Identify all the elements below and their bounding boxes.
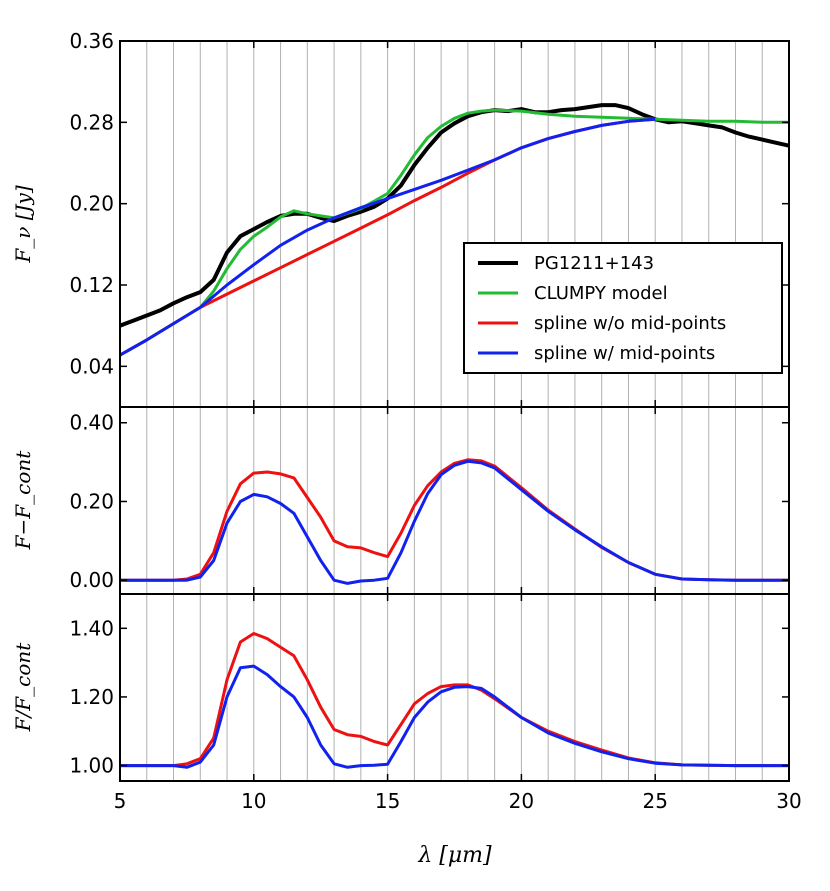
x-tick-label: 30 bbox=[776, 789, 801, 813]
x-tick-label: 5 bbox=[114, 789, 127, 813]
legend-entry: CLUMPY model bbox=[534, 283, 668, 304]
y-tick-label: 0.04 bbox=[69, 354, 114, 378]
y-tick-label: 0.12 bbox=[69, 273, 114, 297]
y-tick-label: 1.00 bbox=[69, 754, 114, 778]
x-axis: 5 10 15 20 25 30 λ [μm] bbox=[114, 789, 802, 868]
y-tick-label: 0.36 bbox=[69, 29, 114, 53]
legend-entry: spline w/ mid-points bbox=[534, 343, 715, 364]
x-tick-label: 10 bbox=[241, 789, 266, 813]
series-spline-w-mid-points-line bbox=[120, 117, 656, 357]
series-spline-w-mid-points-line bbox=[120, 664, 789, 769]
y-tick-label: 1.40 bbox=[69, 616, 114, 640]
x-tick-label: 25 bbox=[642, 789, 667, 813]
plot-frame bbox=[119, 593, 790, 782]
y-tick-label: 0.20 bbox=[69, 192, 114, 216]
y-axis-label: F/F_cont bbox=[11, 642, 35, 733]
y-tick-label: 0.00 bbox=[69, 568, 114, 592]
legend: PG1211+143 CLUMPY model spline w/o mid-poi… bbox=[463, 242, 783, 374]
y-tick-label: 0.28 bbox=[69, 110, 114, 134]
x-axis-label: λ [μm] bbox=[417, 843, 492, 868]
series-spline-w-o-mid-points-line bbox=[120, 632, 789, 768]
x-tick-label: 20 bbox=[509, 789, 534, 813]
legend-entry: spline w/o mid-points bbox=[534, 313, 726, 334]
panel-bottom-ratio: 1.00 1.20 1.40 F/F_cont bbox=[11, 593, 790, 782]
y-tick-label: 1.20 bbox=[69, 685, 114, 709]
plot-frame bbox=[119, 406, 790, 595]
y-axis-label: F_ν [Jy] bbox=[11, 185, 35, 264]
panel-middle-difference: 0.00 0.20 0.40 F−F_cont bbox=[11, 406, 790, 595]
y-axis-label: F−F_cont bbox=[11, 450, 35, 551]
y-tick-label: 0.40 bbox=[69, 411, 114, 435]
legend-entry: PG1211+143 bbox=[534, 253, 654, 274]
x-tick-label: 15 bbox=[375, 789, 400, 813]
y-tick-label: 0.20 bbox=[69, 489, 114, 513]
series-spline-w-o-mid-points-line bbox=[120, 458, 789, 582]
series-spline-w-mid-points-line bbox=[120, 459, 789, 585]
